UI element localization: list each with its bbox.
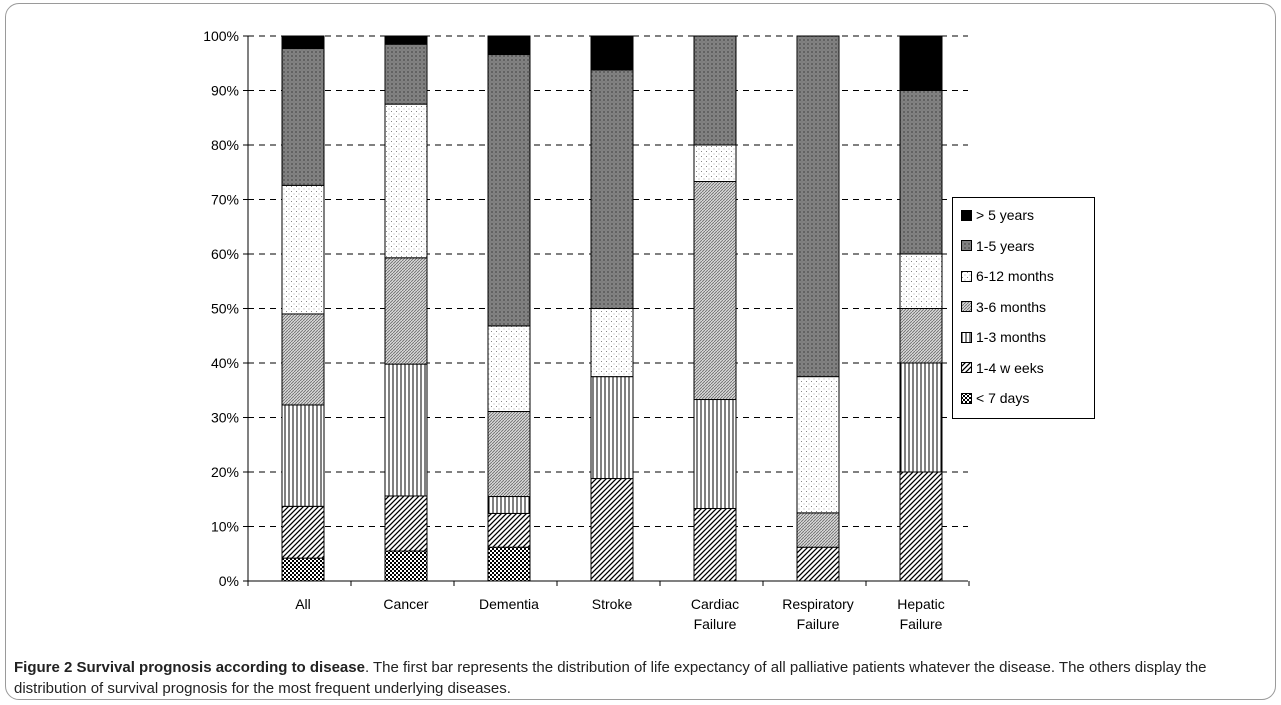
bar-segment: [281, 35, 325, 50]
legend-item: 6-12 months: [961, 266, 1054, 286]
bar-segment: [899, 308, 943, 364]
bar-segment: [281, 184, 325, 315]
bar-segment: [487, 496, 531, 514]
legend-swatch: [961, 240, 972, 251]
legend-swatch: [961, 331, 972, 343]
axes: 0% 10% 20% 30% 40% 50% 60% 70% 80% 90% 100% All Canc…: [203, 28, 970, 632]
bar-segment: [384, 35, 428, 45]
bar-segment: [693, 399, 737, 510]
bar-segment: [590, 308, 634, 378]
y-tick-label: 70%: [211, 192, 239, 208]
figure-caption: Figure 2 Survival prognosis according to…: [14, 657, 1264, 699]
legend-label: 1-4 w eeks: [976, 359, 1044, 376]
bar-segment: [796, 512, 840, 548]
legend-swatch: [961, 209, 972, 221]
y-tick-label: 50%: [211, 301, 239, 317]
legend-label: > 5 years: [976, 207, 1034, 223]
caption-title: Figure 2 Survival prognosis according to…: [14, 659, 365, 676]
y-tick-label: 80%: [211, 137, 239, 153]
bar-segment: [384, 43, 428, 105]
bar-segment: [487, 35, 531, 56]
bar-segment: [899, 362, 943, 473]
bar-segment: [384, 495, 428, 552]
bar-segment: [487, 546, 531, 582]
legend-swatch: [961, 362, 972, 373]
bars: [281, 35, 943, 582]
bar-segment: [796, 546, 840, 582]
y-tick-label: 30%: [211, 410, 239, 426]
x-tick-label: Stroke: [592, 596, 633, 612]
x-tick-label: Cancer: [383, 596, 428, 612]
legend-label: 1-3 months: [976, 329, 1047, 345]
legend-label: 3-6 months: [976, 298, 1047, 315]
legend-label: 1-5 years: [976, 237, 1035, 254]
y-tick-label: 100%: [203, 28, 239, 44]
legend-swatch: [961, 392, 972, 404]
bar-segment: [487, 54, 531, 327]
x-tick-label: Failure: [797, 616, 840, 632]
y-tick-label: 10%: [211, 519, 239, 535]
x-tick-label: Failure: [900, 616, 943, 632]
y-tick-label: 0%: [219, 573, 239, 589]
legend-swatch: [961, 270, 972, 282]
bar-segment: [281, 404, 325, 507]
legend-item: 3-6 months: [961, 297, 1046, 317]
bar-segment: [693, 181, 737, 401]
bar-segment: [384, 257, 428, 365]
bar-segment: [590, 376, 634, 480]
y-tick-label: 60%: [211, 246, 239, 262]
x-tick-label: Cardiac: [691, 596, 739, 612]
bar-segment: [899, 90, 943, 255]
bar-segment: [590, 478, 634, 582]
y-tick-label: 20%: [211, 464, 239, 480]
legend-item: 1-5 years: [961, 236, 1034, 256]
legend-item: 1-4 w eeks: [961, 358, 1044, 378]
bar-segment: [487, 411, 531, 498]
legend-label: < 7 days: [976, 390, 1030, 406]
bar-segment: [281, 313, 325, 406]
stacked-bar-chart: 0% 10% 20% 30% 40% 50% 60% 70% 80% 90% 100% All Canc…: [203, 28, 970, 632]
legend-swatch: [961, 301, 972, 312]
legend-item: < 7 days: [961, 388, 1029, 408]
bar-segment: [281, 505, 325, 559]
x-tick-label: Hepatic: [897, 596, 944, 612]
legend-item: > 5 years: [961, 205, 1034, 225]
x-tick-label: Failure: [694, 616, 737, 632]
x-tick-label: Dementia: [479, 596, 539, 612]
bar-segment: [693, 144, 737, 183]
bar-segment: [796, 35, 840, 378]
bar-segment: [487, 512, 531, 548]
legend-label: 6-12 months: [976, 268, 1054, 284]
caption-text: . The first bar represents the distribut…: [14, 659, 1207, 697]
bar-segment: [590, 35, 634, 71]
x-tick-label: All: [295, 596, 311, 612]
bar-segment: [899, 471, 943, 582]
y-tick-label: 90%: [211, 83, 239, 99]
legend: > 5 years 1-5 years 6-12 months 3-6 months 1…: [952, 197, 1095, 419]
bar-segment: [796, 376, 840, 514]
bar-segment: [384, 550, 428, 582]
bar-segment: [384, 363, 428, 497]
bar-segment: [590, 69, 634, 310]
x-tick-label: Respiratory: [782, 596, 854, 612]
bar-segment: [693, 508, 737, 582]
bar-segment: [899, 253, 943, 309]
gridlines: [248, 35, 968, 527]
bar-segment: [281, 557, 325, 582]
bar-segment: [899, 35, 943, 91]
bar-segment: [384, 103, 428, 259]
bar-segment: [693, 35, 737, 146]
bar-segment: [281, 48, 325, 186]
bar-segment: [487, 325, 531, 413]
legend-item: 1-3 months: [961, 327, 1046, 347]
y-tick-label: 40%: [211, 355, 239, 371]
